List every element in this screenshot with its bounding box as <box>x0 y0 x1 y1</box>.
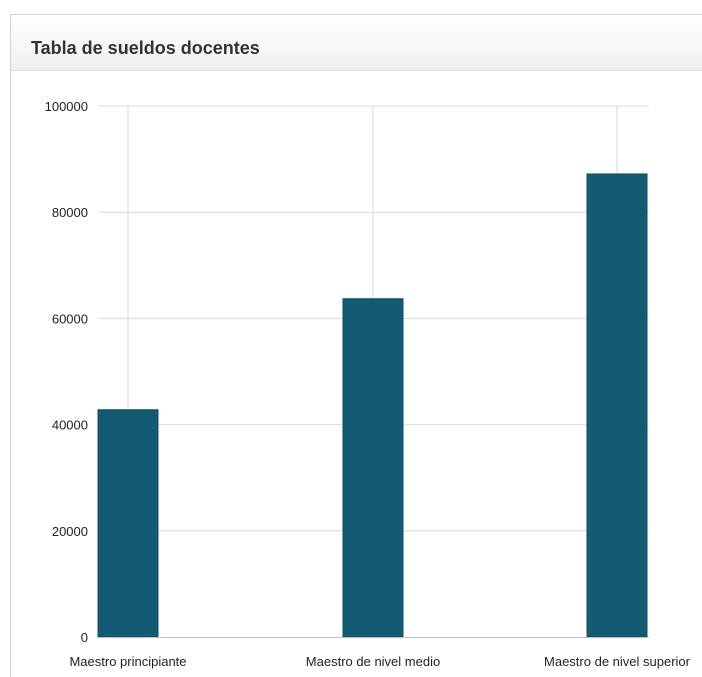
x-tick-label: Maestro de nivel medio <box>306 654 440 669</box>
bar[interactable] <box>97 409 159 638</box>
bar-layer <box>97 173 648 638</box>
x-tick-label: Maestro de nivel superior <box>544 654 691 669</box>
label-layer: 0 20000 40000 60000 80000 100000 Maestro princ… <box>45 99 691 669</box>
y-tick-label: 20000 <box>52 524 88 539</box>
y-tick-label: 40000 <box>52 418 88 433</box>
panel-title: Tabla de sueldos docentes <box>31 38 260 58</box>
y-tick-label: 80000 <box>52 205 88 220</box>
bar[interactable] <box>586 173 648 638</box>
y-tick-label: 0 <box>81 630 88 645</box>
x-tick-label: Maestro principiante <box>69 654 186 669</box>
panel-header: Tabla de sueldos docentes <box>11 15 702 71</box>
bar[interactable] <box>342 298 404 638</box>
y-tick-label: 60000 <box>52 311 88 326</box>
y-tick-label: 100000 <box>45 99 88 114</box>
